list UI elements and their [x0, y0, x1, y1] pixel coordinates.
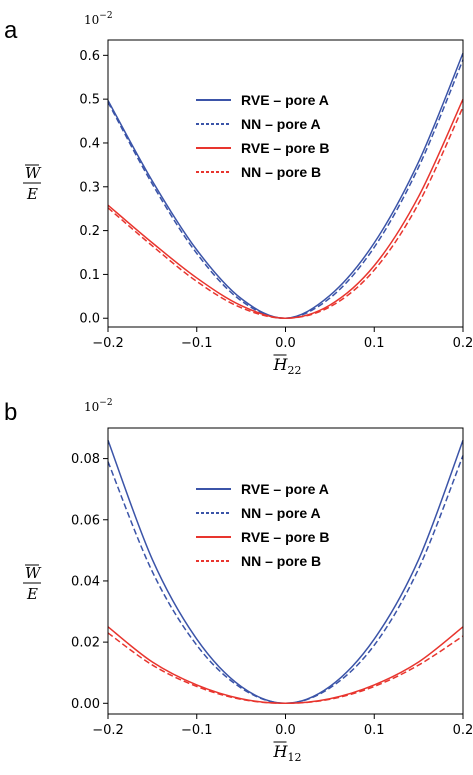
- axis-multiplier: 10−2: [84, 11, 113, 27]
- y-tick-label: 0.0: [79, 312, 100, 327]
- series-line-0: [107, 439, 464, 705]
- series-line-3: [107, 632, 464, 705]
- y-tick-label: 0.08: [71, 452, 100, 467]
- x-tick-label: 0.1: [364, 723, 385, 738]
- x-axis-subscript: 22: [287, 364, 301, 377]
- y-tick-label: 0.3: [79, 180, 100, 195]
- series-line-2: [107, 626, 464, 705]
- multiplier-base: 10: [84, 13, 99, 27]
- chart-panel-b: b 10−2 −0.2 −0.1 0.0 0.1 0.2 0.00 0.02 0.04 0.06 0.…: [4, 398, 473, 764]
- x-axis-symbol: H: [273, 355, 289, 374]
- legend-entry-2: RVE – pore B: [241, 140, 329, 156]
- legend-entry-1: NN – pore A: [241, 505, 321, 521]
- legend: RVE – pore A NN – pore A RVE – pore B NN – …: [196, 92, 329, 180]
- legend: RVE – pore A NN – pore A RVE – pore B NN – …: [196, 481, 329, 569]
- y-tick-label: 0.00: [71, 697, 100, 712]
- legend-entry-0: RVE – pore A: [241, 481, 329, 497]
- y-tick-label: 0.4: [79, 136, 100, 151]
- x-axis-subscript: 12: [287, 751, 301, 764]
- legend-entry-3: NN – pore B: [241, 164, 321, 180]
- x-tick-label: −0.2: [92, 336, 124, 351]
- series-line-1: [107, 455, 464, 705]
- x-tick-label: 0.0: [275, 336, 296, 351]
- x-tick-label: 0.2: [453, 723, 473, 738]
- y-axis-denominator: E: [26, 185, 38, 203]
- series-line-2: [107, 98, 464, 319]
- x-axis-symbol: H: [273, 742, 289, 761]
- legend-entry-3: NN – pore B: [241, 553, 321, 569]
- y-axis-denominator: E: [26, 585, 38, 603]
- x-tick-label: 0.0: [275, 723, 296, 738]
- x-tick-label: −0.2: [92, 723, 124, 738]
- x-tick-label: 0.2: [453, 336, 473, 351]
- axes-frame: [107, 39, 464, 328]
- multiplier-base: 10: [84, 400, 99, 414]
- x-tick-label: −0.1: [181, 723, 213, 738]
- y-tick-label: 0.06: [71, 513, 100, 528]
- panel-letter: a: [4, 17, 18, 44]
- multiplier-exponent: −2: [99, 398, 112, 408]
- y-tick-label: 0.2: [79, 224, 100, 239]
- chart-panel-a: a 10−2 −0.2 −0.1 0.0 0.1 0.2 0.0 0.1 0.2 0.3 0.4 0.5…: [4, 11, 473, 377]
- y-axis-numerator: W: [25, 564, 42, 582]
- legend-entry-2: RVE – pore B: [241, 529, 329, 545]
- legend-entry-0: RVE – pore A: [241, 92, 329, 108]
- x-axis-label: H12: [273, 742, 302, 764]
- y-tick-label: 0.1: [79, 268, 100, 283]
- multiplier-exponent: −2: [99, 11, 112, 21]
- axes-frame: [107, 427, 464, 715]
- y-tick-label: 0.02: [71, 636, 100, 651]
- y-axis-numerator: W: [25, 164, 42, 182]
- panel-letter: b: [4, 399, 17, 426]
- series-line-3: [107, 106, 464, 319]
- y-tick-label: 0.6: [79, 49, 100, 64]
- legend-entry-1: NN – pore A: [241, 116, 321, 132]
- x-tick-label: −0.1: [181, 336, 213, 351]
- y-tick-label: 0.04: [71, 574, 100, 589]
- axis-multiplier: 10−2: [84, 398, 113, 414]
- y-tick-label: 0.5: [79, 93, 100, 108]
- x-axis-label: H22: [273, 355, 302, 377]
- x-tick-label: 0.1: [364, 336, 385, 351]
